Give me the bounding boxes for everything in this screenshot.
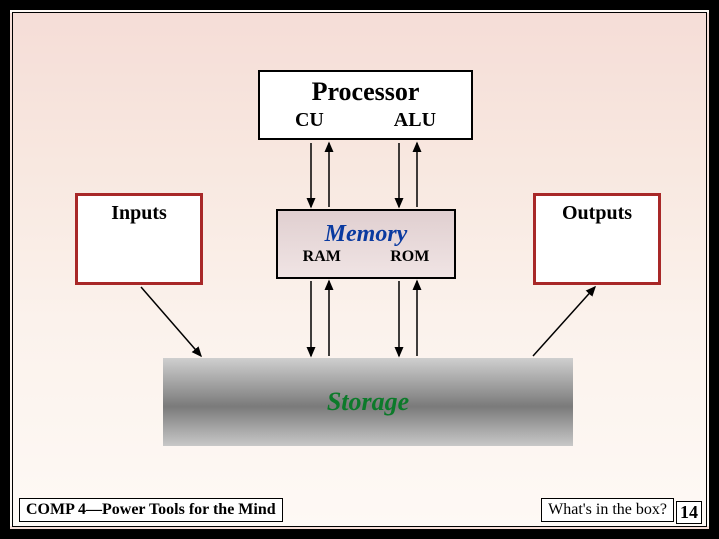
- inputs-label: Inputs: [111, 202, 167, 225]
- outputs-label: Outputs: [562, 202, 632, 225]
- memory-box: Memory RAM ROM: [276, 209, 456, 279]
- slide-outer-frame: Processor CU ALU Inputs Outputs Memory R…: [0, 0, 719, 539]
- memory-title: Memory: [325, 219, 408, 248]
- storage-title: Storage: [327, 387, 409, 417]
- storage-box: Storage: [163, 358, 573, 446]
- processor-cu-label: CU: [295, 109, 324, 132]
- inputs-box: Inputs: [75, 193, 203, 285]
- memory-subrow: RAM ROM: [278, 248, 454, 270]
- slide-mid-frame: Processor CU ALU Inputs Outputs Memory R…: [4, 4, 715, 535]
- outputs-box: Outputs: [533, 193, 661, 285]
- processor-subrow: CU ALU: [260, 107, 471, 138]
- storage-to-outputs: [533, 287, 595, 356]
- page-number: 14: [676, 501, 702, 524]
- inputs-to-storage: [141, 287, 201, 356]
- footer-right: What's in the box?: [541, 498, 674, 522]
- processor-alu-label: ALU: [394, 109, 436, 132]
- processor-title: Processor: [312, 73, 420, 107]
- memory-rom-label: ROM: [390, 248, 429, 266]
- slide-canvas: Processor CU ALU Inputs Outputs Memory R…: [9, 9, 710, 530]
- processor-box: Processor CU ALU: [258, 70, 473, 140]
- footer-left: COMP 4—Power Tools for the Mind: [19, 498, 283, 522]
- memory-ram-label: RAM: [303, 248, 341, 266]
